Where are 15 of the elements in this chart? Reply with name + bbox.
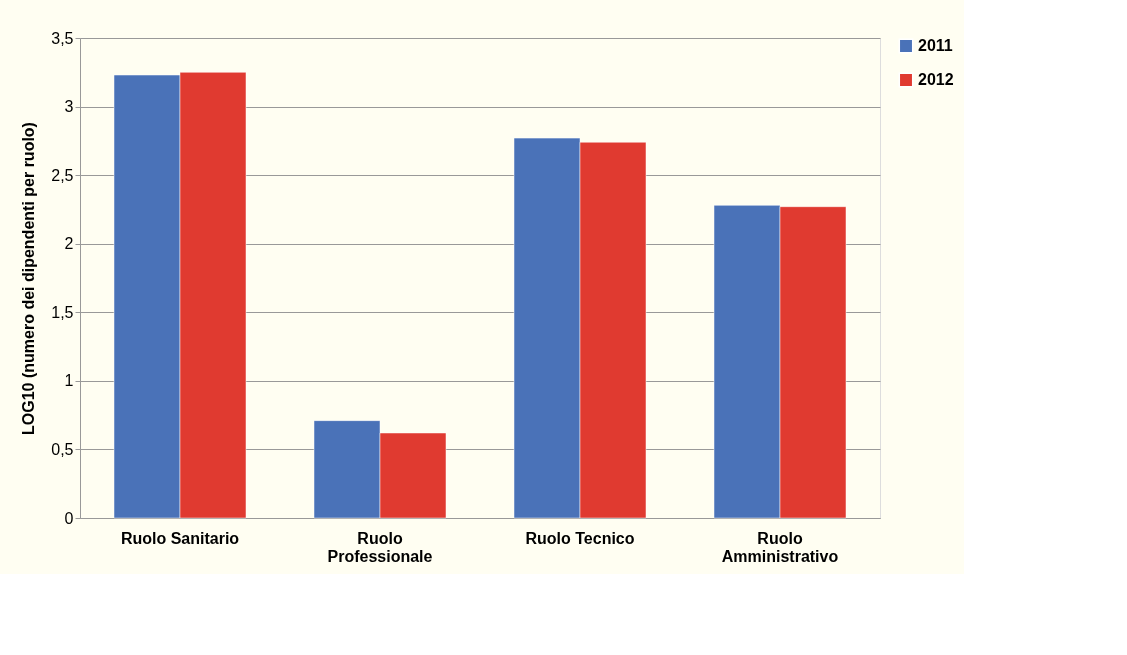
legend-label: 2012 (918, 71, 954, 88)
x-tick-label: Ruolo Sanitario (120, 529, 240, 547)
legend-label: 2011 (918, 37, 953, 54)
y-tick-label: 1,5 (51, 303, 74, 321)
y-tick-label: 3 (64, 98, 74, 116)
y-tick-label: 2 (64, 235, 74, 253)
x-tick-label: Ruolo Tecnico (525, 529, 635, 547)
x-tick-label: Ruolo Professionale (327, 529, 433, 565)
y-tick-label: 1 (64, 372, 74, 390)
x-tick-label: Ruolo Amministrativo (721, 529, 839, 565)
y-tick-label: 0,5 (51, 440, 74, 458)
y-tick-label: 3,5 (51, 29, 74, 47)
y-tick-label: 2,5 (51, 166, 74, 184)
y-axis-title: LOG10 (numero dei dipendenti per ruolo) (20, 122, 38, 435)
y-tick-label: 0 (64, 509, 74, 527)
